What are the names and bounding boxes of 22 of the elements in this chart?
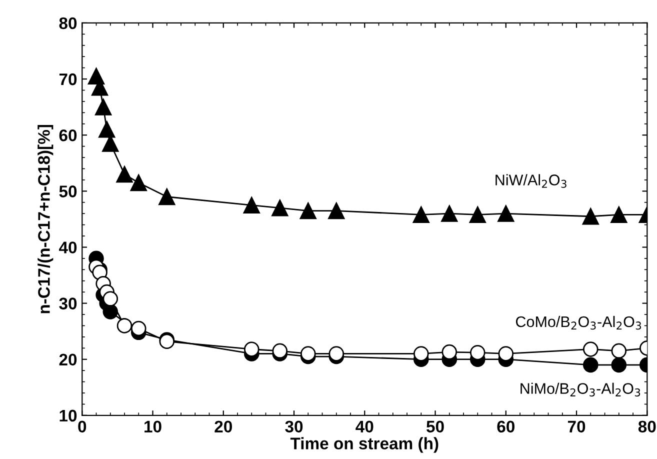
y-tick-label: 50 xyxy=(59,186,77,198)
x-tick-label: 30 xyxy=(285,420,303,433)
x-tick-label: 20 xyxy=(214,420,232,432)
y-tick-label: 10 xyxy=(60,410,77,422)
y-tick-label: 20 xyxy=(59,354,77,366)
x-tick-label: 60 xyxy=(497,420,514,432)
x-tick-label: 80 xyxy=(638,420,656,432)
y-tick-label: 60 xyxy=(59,129,77,142)
legend-label: NiMo/B$_{2}$O$_{3}$-Al$_{2}$O$_{3}$ xyxy=(520,382,640,396)
x-tick-label: 70 xyxy=(568,420,586,432)
x-tick-label: 0 xyxy=(78,420,86,432)
legend-label: CoMo/B$_{2}$O$_{3}$-Al$_{2}$O$_{3}$ xyxy=(516,316,642,330)
x-tick-label: 10 xyxy=(144,420,162,432)
y-tick-label: 40 xyxy=(58,242,77,254)
y-axis-title: n-C17/(n-C17+n-C18)[%] xyxy=(38,124,54,314)
x-tick-label: 50 xyxy=(426,420,444,432)
x-tick-label: 40 xyxy=(356,420,374,432)
y-tick-label: 30 xyxy=(59,298,77,310)
series-label: NiW/Al$_{2}$O$_{3}$ xyxy=(496,174,566,188)
y-tick-label: 80 xyxy=(59,17,77,30)
y-tick-label: 70 xyxy=(59,73,77,86)
x-axis-title: Time on stream (h) xyxy=(290,437,438,453)
